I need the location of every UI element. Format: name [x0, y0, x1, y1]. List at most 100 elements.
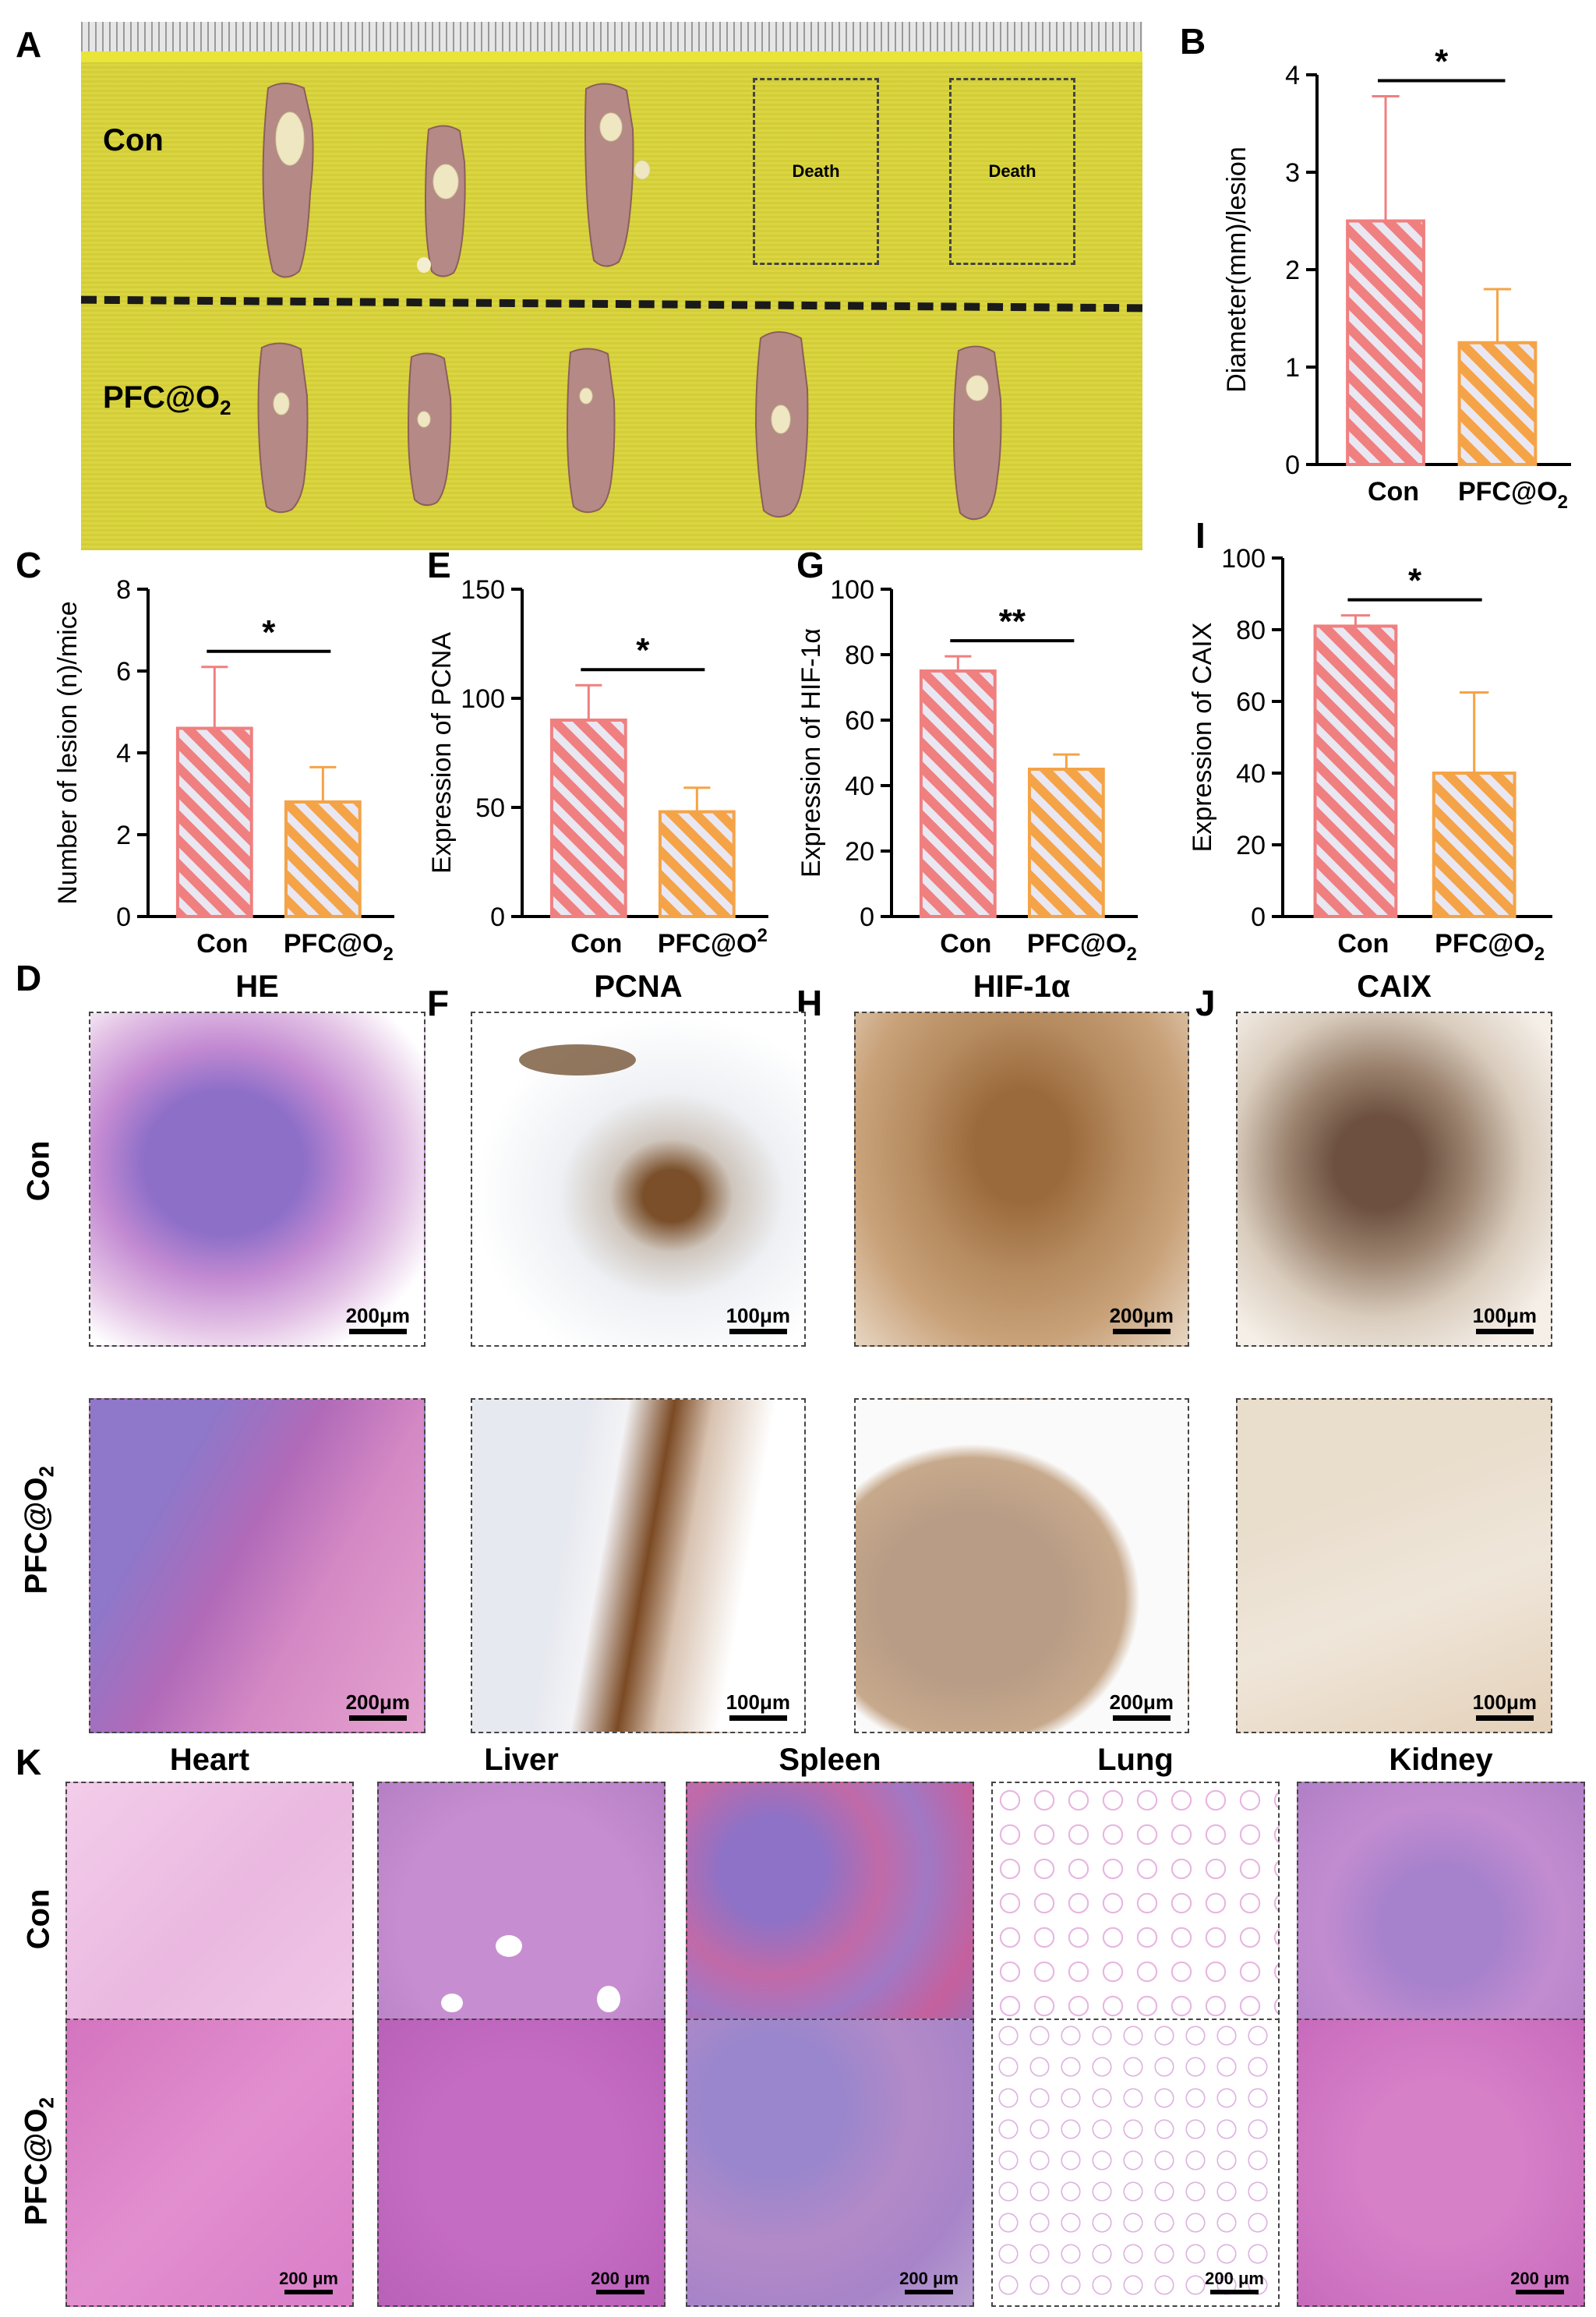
y-tick-label: 60: [1236, 687, 1266, 717]
y-tick-label: 6: [116, 657, 131, 687]
panel-label-i: I: [1195, 515, 1206, 556]
scale-label: 200 μm: [279, 2268, 338, 2288]
y-tick-label: 0: [490, 902, 505, 932]
histology-row-con: Con: [21, 1140, 56, 1202]
panel-label-d: D: [16, 958, 42, 998]
scale-bar: [284, 2290, 334, 2294]
y-tick-label: 1: [1285, 353, 1300, 383]
y-axis-label: Expression of CAIX: [1188, 623, 1217, 853]
death-box-2: Death: [949, 78, 1075, 265]
x-label-con: Con: [1368, 477, 1419, 507]
scale-label: 200μm: [1109, 1303, 1174, 1327]
panel-label-e: E: [427, 545, 451, 585]
specimen-photo: Con PFC@O2 Death Death: [81, 22, 1142, 550]
bar-con: [549, 719, 627, 918]
scale-bar: [596, 2290, 645, 2294]
x-label-con: Con: [1337, 929, 1389, 959]
panel-label-f: F: [427, 983, 450, 1023]
panel-label-a: A: [16, 24, 42, 65]
scale-label: 100μm: [726, 1690, 790, 1714]
scale-label: 200μm: [1109, 1690, 1174, 1714]
y-tick-label: 80: [1236, 616, 1266, 645]
histology-hif-con: 200μm: [854, 1012, 1189, 1347]
organ-liver-pfc: 200 μm: [377, 2019, 666, 2307]
scale-label: 200 μm: [591, 2268, 650, 2288]
organ-heart-pfc: 200 μm: [65, 2019, 354, 2307]
panel-label-k: K: [16, 1742, 42, 1782]
scale-label: 100μm: [1472, 1303, 1537, 1327]
organ-spleen-pfc: 200 μm: [686, 2019, 974, 2307]
y-axis-label: Expression of PCNA: [427, 632, 457, 874]
scale-label: 200 μm: [1510, 2268, 1570, 2288]
chart-c: 0 2 4 6 8 Number of lesion (n)/mice * Con PFC@O2: [53, 575, 394, 965]
significance-marker: *: [1435, 43, 1449, 81]
y-tick-label: 0: [1251, 902, 1266, 932]
title-lung: Lung: [1097, 1743, 1174, 1777]
scale-bar: [905, 2290, 954, 2294]
scale-bar: [1475, 1715, 1534, 1721]
title-liver: Liver: [484, 1743, 559, 1777]
x-label-pfc: PFC@O2: [284, 929, 394, 965]
bar-con: [1346, 219, 1425, 466]
y-tick-label: 80: [845, 641, 874, 670]
histology-caix-con: 100μm: [1236, 1012, 1552, 1347]
panel-label-g: G: [796, 545, 824, 585]
panel-label-b: B: [1180, 21, 1206, 62]
scale-bar: [1112, 1715, 1171, 1721]
scale-bar: [1210, 2290, 1259, 2294]
y-tick-label: 40: [845, 772, 874, 801]
title-pcna: PCNA: [594, 970, 683, 1004]
y-tick-label: 150: [461, 575, 505, 605]
significance-marker: *: [262, 613, 276, 652]
scale-label: 200μm: [345, 1690, 410, 1714]
histology-pcna-con: 100μm: [471, 1012, 806, 1347]
scale-bar: [1516, 2290, 1565, 2294]
y-tick-label: 20: [845, 837, 874, 867]
title-spleen: Spleen: [779, 1743, 881, 1777]
x-label-pfc: PFC@O2: [658, 925, 768, 959]
y-tick-label: 2: [1285, 256, 1300, 285]
title-hif: HIF-1α: [973, 970, 1071, 1004]
chart-i: 0 20 40 60 80 100 Expression of CAIX * Con PFC@O2: [1188, 544, 1552, 965]
y-tick-label: 0: [1285, 450, 1300, 480]
organ-row-pfc: PFC@O2: [19, 2096, 58, 2226]
histology-caix-pfc: 100μm: [1236, 1398, 1552, 1733]
photo-row-con: Con: [103, 123, 164, 157]
bar-con: [1313, 624, 1398, 918]
title-caix: CAIX: [1357, 970, 1432, 1004]
x-label-con: Con: [940, 929, 991, 959]
histology-he-con: 200μm: [89, 1012, 425, 1347]
y-tick-label: 100: [461, 684, 505, 714]
x-label-con: Con: [570, 929, 622, 959]
significance-marker: **: [999, 602, 1026, 641]
scale-label: 100μm: [726, 1303, 790, 1327]
y-tick-label: 4: [116, 739, 131, 768]
y-axis-label: Number of lesion (n)/mice: [53, 601, 83, 904]
death-box-1: Death: [753, 78, 879, 265]
organ-kidney-pfc: 200 μm: [1297, 2019, 1585, 2307]
x-label-pfc: PFC@O2: [1458, 477, 1568, 513]
bar-pfc: [284, 800, 362, 918]
bar-pfc: [1027, 768, 1105, 918]
y-tick-label: 0: [860, 902, 874, 932]
histology-row-pfc: PFC@O2: [19, 1465, 58, 1595]
photo-row-pfc: PFC@O2: [103, 380, 231, 419]
panel-label-c: C: [16, 545, 42, 585]
y-tick-label: 4: [1285, 61, 1300, 90]
scale-bar: [1475, 1329, 1534, 1334]
bar-pfc: [658, 810, 736, 918]
bar-con: [919, 669, 997, 918]
title-kidney: Kidney: [1389, 1743, 1493, 1777]
scale-label: 200 μm: [1205, 2268, 1264, 2288]
scale-bar: [729, 1715, 787, 1721]
y-axis-label: Expression of HIF-1α: [796, 628, 826, 878]
specimens: [257, 83, 1002, 521]
title-he: HE: [235, 970, 279, 1004]
bar-pfc: [1457, 341, 1538, 466]
scale-bar: [729, 1329, 787, 1334]
x-label-con: Con: [196, 929, 248, 959]
chart-b: 0 1 2 3 4 Diameter(mm)/lesion * Con PFC@O2: [1222, 43, 1571, 513]
x-label-pfc: PFC@O2: [1435, 929, 1545, 965]
x-label-pfc: PFC@O2: [1027, 929, 1137, 965]
scale-bar: [348, 1329, 407, 1334]
